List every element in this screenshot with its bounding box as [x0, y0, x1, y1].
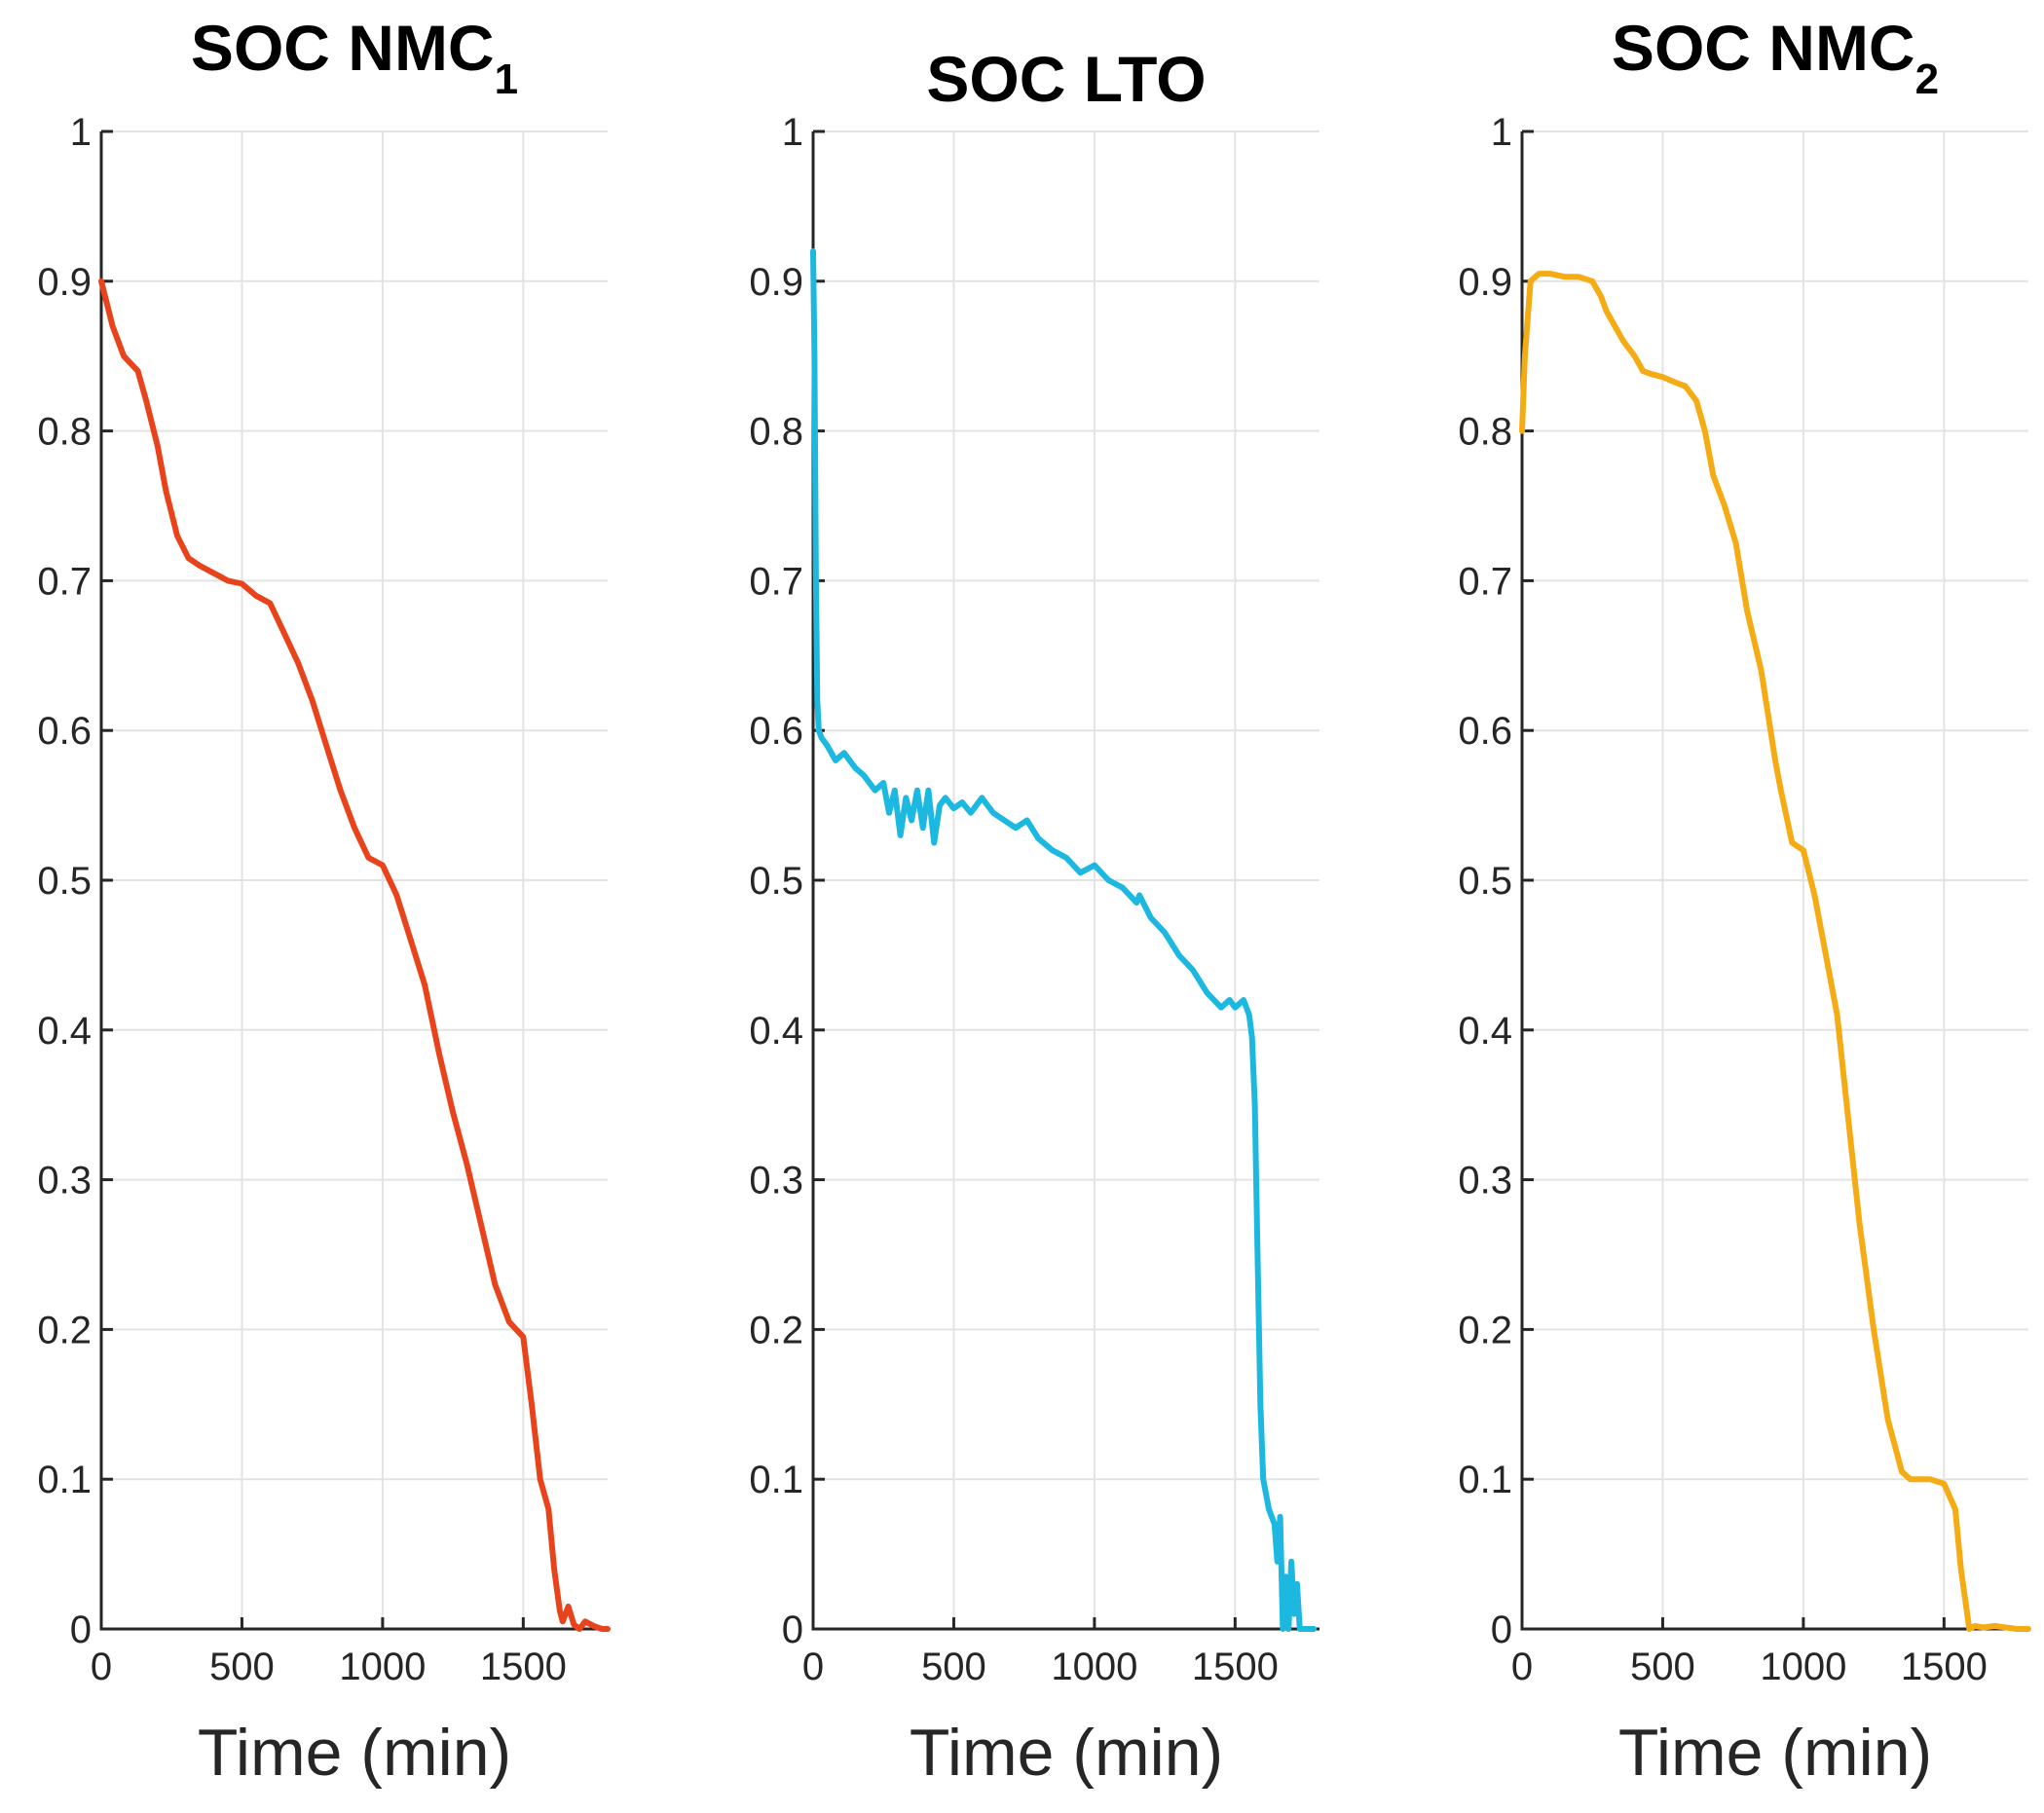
y-tick-label: 1 — [782, 111, 803, 154]
series-line-soc-lto — [810, 248, 1318, 1632]
chart-title-subscript: 2 — [1915, 56, 1939, 103]
y-tick-label: 0.9 — [749, 261, 803, 304]
chart-title-main: SOC NMC — [1612, 12, 1915, 84]
x-axis-label: Time (min) — [1618, 1716, 1932, 1790]
chart-title-main: SOC NMC — [191, 12, 495, 84]
y-tick-label: 0.3 — [1458, 1160, 1512, 1202]
y-tick-label: 0 — [70, 1609, 92, 1651]
y-tick-label: 0.4 — [37, 1010, 92, 1053]
y-tick-label: 0.1 — [37, 1459, 92, 1501]
y-tick-label: 0.2 — [37, 1309, 92, 1351]
y-tick-label: 0.6 — [1458, 710, 1512, 753]
x-tick-label: 500 — [921, 1646, 986, 1688]
y-tick-label: 0.1 — [1458, 1459, 1512, 1501]
y-tick-label: 0.2 — [749, 1309, 803, 1351]
y-tick-label: 0.8 — [749, 411, 803, 454]
chart-title: SOC NMC1 — [191, 12, 518, 103]
chart-title-main: SOC LTO — [926, 43, 1206, 115]
y-tick-label: 0 — [1491, 1609, 1512, 1651]
x-tick-label: 1000 — [339, 1646, 426, 1688]
y-tick-label: 0.7 — [749, 560, 803, 603]
y-tick-label: 0 — [782, 1609, 803, 1651]
panel-soc-nmc1: 0 0.1 0.2 0.3 0.4 0.5 0.6 0.7 0.8 0.9 1 0 500 1000 150… — [37, 12, 611, 1790]
y-tick-label: 0.7 — [37, 560, 92, 603]
y-tick-label: 0.8 — [37, 411, 92, 454]
series-line-soc-nmc1 — [98, 278, 611, 1632]
x-tick-label: 0 — [1511, 1646, 1533, 1688]
series-line-soc-nmc2 — [1519, 271, 2031, 1632]
y-tick-label: 1 — [70, 111, 92, 154]
x-tick-label: 1000 — [1760, 1646, 1846, 1688]
x-tick-label: 0 — [802, 1646, 824, 1688]
y-tick-label: 0.1 — [749, 1459, 803, 1501]
x-axis-label: Time (min) — [198, 1716, 511, 1790]
y-tick-label: 0.7 — [1458, 560, 1512, 603]
x-tick-label: 0 — [91, 1646, 112, 1688]
x-tick-label: 1000 — [1051, 1646, 1137, 1688]
y-tick-label: 0.8 — [1458, 411, 1512, 454]
y-tick-label: 0.3 — [749, 1160, 803, 1202]
y-tick-label: 0.4 — [749, 1010, 803, 1053]
y-tick-label: 0.6 — [37, 710, 92, 753]
panel-soc-nmc2: 0 0.1 0.2 0.3 0.4 0.5 0.6 0.7 0.8 0.9 1 0 500 1000 150… — [1458, 12, 2031, 1790]
chart-title: SOC LTO — [926, 43, 1206, 115]
chart-title: SOC NMC2 — [1612, 12, 1939, 103]
y-tick-label: 0.9 — [37, 261, 92, 304]
x-tick-label: 1500 — [480, 1646, 567, 1688]
y-tick-label: 0.9 — [1458, 261, 1512, 304]
y-tick-label: 0.5 — [749, 860, 803, 903]
x-axis-label: Time (min) — [910, 1716, 1223, 1790]
x-tick-label: 1500 — [1901, 1646, 1988, 1688]
y-tick-label: 0.5 — [37, 860, 92, 903]
panel-soc-lto: 0 0.1 0.2 0.3 0.4 0.5 0.6 0.7 0.8 0.9 1 0 500 1000 150… — [749, 43, 1319, 1790]
y-tick-label: 0.3 — [37, 1160, 92, 1202]
y-tick-label: 0.2 — [1458, 1309, 1512, 1351]
chart-title-subscript: 1 — [495, 56, 518, 103]
y-tick-label: 0.4 — [1458, 1010, 1512, 1053]
x-tick-label: 500 — [1630, 1646, 1695, 1688]
y-tick-label: 0.6 — [749, 710, 803, 753]
x-tick-label: 500 — [209, 1646, 275, 1688]
y-tick-label: 0.5 — [1458, 860, 1512, 903]
y-tick-label: 1 — [1491, 111, 1512, 154]
x-tick-label: 1500 — [1192, 1646, 1279, 1688]
